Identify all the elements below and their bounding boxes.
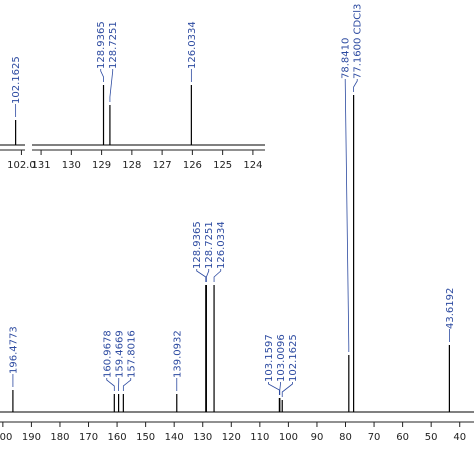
peak-label: 160.9678 <box>102 330 113 378</box>
peak-label: 103.0096 <box>276 334 287 382</box>
x-tick-label: 129 <box>92 160 111 171</box>
label-leader <box>353 79 358 92</box>
x-tick-label: 126 <box>183 160 202 171</box>
x-tick-label: 90 <box>311 432 324 443</box>
peak-label: 43.6192 <box>445 288 456 329</box>
x-tick-label: 190 <box>22 432 41 443</box>
label-leader <box>196 269 207 282</box>
peak-label: 159.4669 <box>114 330 125 378</box>
label-leader <box>268 382 280 395</box>
x-tick-label: 110 <box>250 432 269 443</box>
peak-label: 78.8410 <box>341 38 352 79</box>
peak-label: 157.8016 <box>126 330 137 378</box>
label-leader <box>344 79 350 352</box>
peak-label: 128.9365 <box>96 21 107 69</box>
x-tick-label: 127 <box>153 160 172 171</box>
x-tick-label: 180 <box>50 432 69 443</box>
peak-label: 128.7251 <box>204 221 215 269</box>
label-leader <box>106 378 115 391</box>
x-tick-label: 102.0 <box>7 160 36 171</box>
peak-label: 126.0334 <box>216 221 227 269</box>
x-tick-label: 70 <box>368 432 381 443</box>
x-tick-label: 124 <box>243 160 262 171</box>
x-tick-label: 131 <box>32 160 51 171</box>
label-leader <box>122 378 132 391</box>
x-tick-label: 120 <box>222 432 241 443</box>
label-leader <box>279 382 281 395</box>
peak-label: 103.1597 <box>264 334 275 382</box>
label-leader <box>205 269 210 282</box>
x-tick-label: 50 <box>425 432 438 443</box>
peak-label: 128.9365 <box>192 221 203 269</box>
peak-label: 126.0334 <box>187 21 198 69</box>
peak-label: 77.1600 CDCl3 <box>353 4 364 79</box>
x-tick-label: 140 <box>165 432 184 443</box>
x-tick-label: 128 <box>122 160 141 171</box>
x-tick-label: 100 <box>279 432 298 443</box>
x-tick-label: 40 <box>453 432 466 443</box>
peak-label: 102.1625 <box>288 334 299 382</box>
x-tick-label: 160 <box>108 432 127 443</box>
x-tick-label: 130 <box>62 160 81 171</box>
x-tick-label: 80 <box>339 432 352 443</box>
x-tick-label: 125 <box>213 160 232 171</box>
x-tick-label: 130 <box>193 432 212 443</box>
label-leader <box>100 69 104 82</box>
x-tick-label: 200 <box>0 432 12 443</box>
peak-label: 102.1625 <box>11 56 22 104</box>
x-tick-label: 170 <box>79 432 98 443</box>
label-leader <box>281 382 293 397</box>
x-tick-label: 150 <box>136 432 155 443</box>
peak-label: 196.4773 <box>8 326 19 374</box>
label-leader <box>213 269 222 282</box>
peak-label: 139.0932 <box>172 330 183 378</box>
x-tick-label: 60 <box>396 432 409 443</box>
label-leader <box>109 69 114 102</box>
peak-label: 128.7251 <box>108 21 119 69</box>
